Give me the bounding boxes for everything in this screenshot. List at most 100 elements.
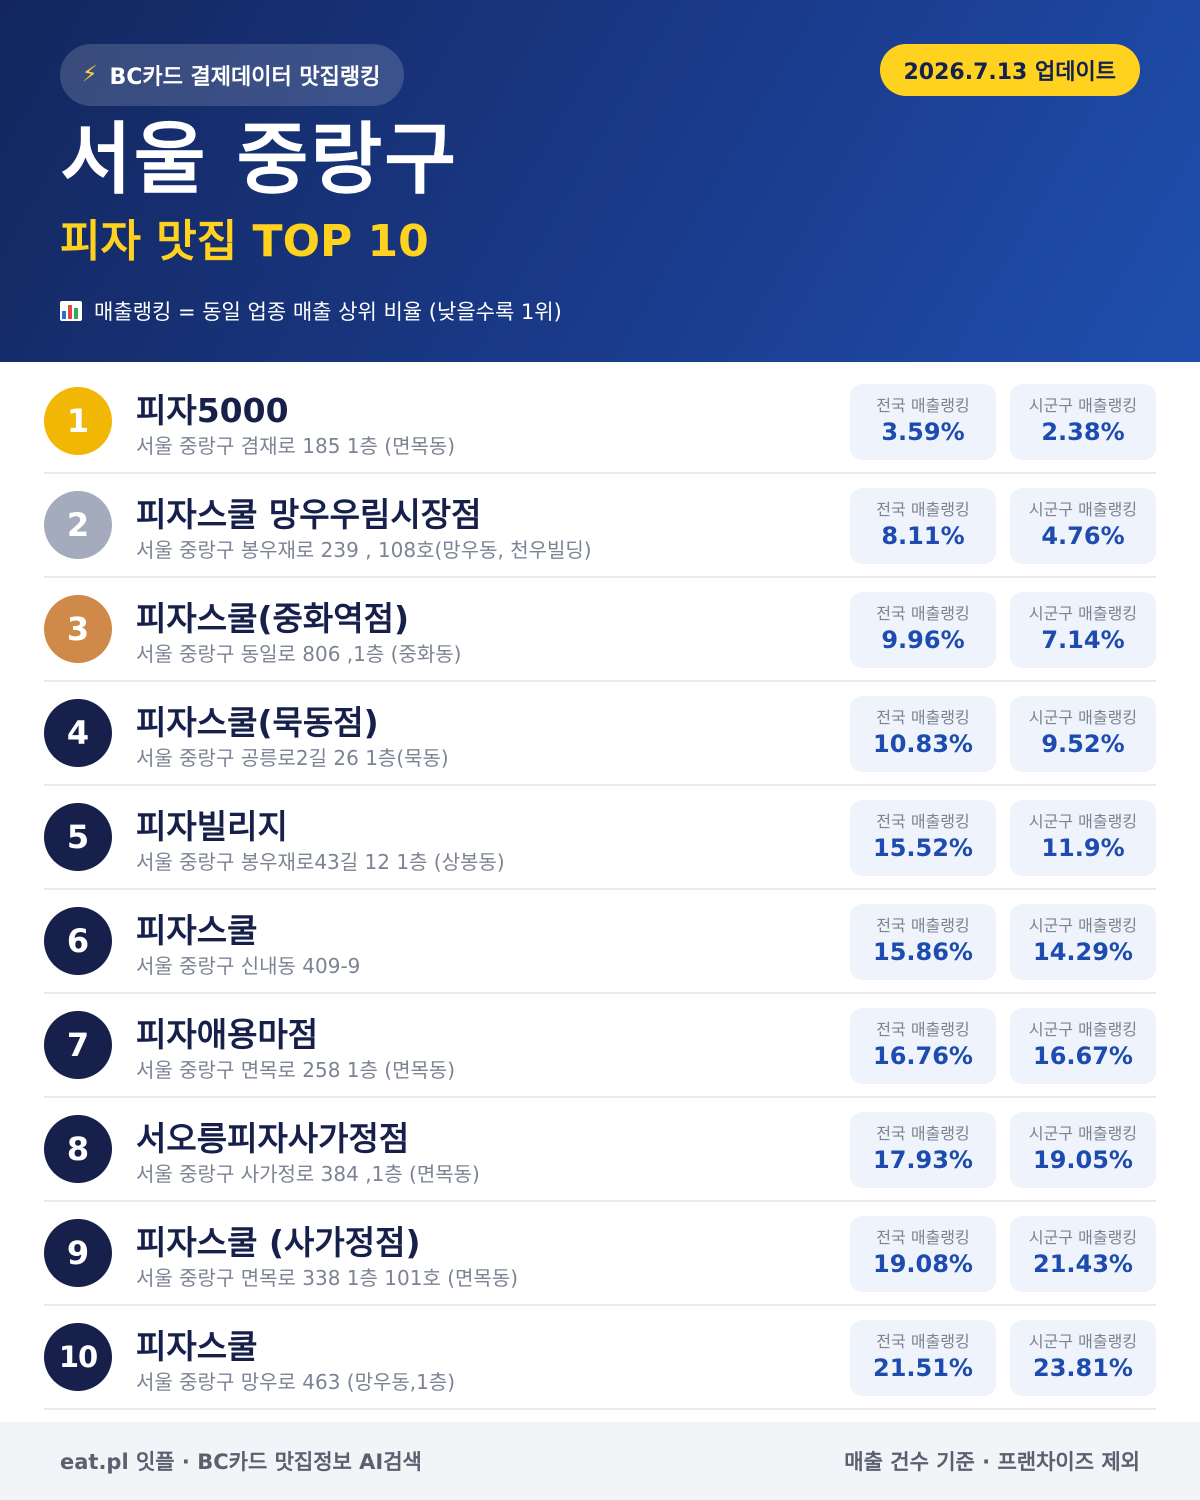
national-ranking-card: 전국 매출랭킹 21.51% (850, 1320, 996, 1396)
local-ranking-card: 시군구 매출랭킹 21.43% (1010, 1216, 1156, 1292)
rank-badge: 4 (44, 699, 112, 767)
local-ranking-label: 시군구 매출랭킹 (1028, 604, 1138, 623)
local-ranking-label: 시군구 매출랭킹 (1028, 916, 1138, 935)
restaurant-address: 서울 중랑구 겸재로 185 1층 (면목동) (136, 434, 456, 458)
national-ranking-card: 전국 매출랭킹 10.83% (850, 696, 996, 772)
national-ranking-value: 9.96% (881, 626, 965, 654)
rank-badge: 5 (44, 803, 112, 871)
rank-badge: 8 (44, 1115, 112, 1183)
national-ranking-label: 전국 매출랭킹 (876, 1228, 970, 1247)
source-badge: ⚡ BC카드 결제데이터 맛집랭킹 (60, 44, 405, 106)
national-ranking-card: 전국 매출랭킹 3.59% (850, 384, 996, 460)
national-ranking-card: 전국 매출랭킹 9.96% (850, 592, 996, 668)
restaurant-name: 피자스쿨 (136, 911, 258, 950)
local-ranking-card: 시군구 매출랭킹 16.67% (1010, 1008, 1156, 1084)
local-ranking-label: 시군구 매출랭킹 (1028, 500, 1138, 519)
local-ranking-value: 9.52% (1041, 730, 1125, 758)
national-ranking-label: 전국 매출랭킹 (876, 604, 970, 623)
restaurant-address: 서울 중랑구 신내동 409-9 (136, 954, 361, 978)
rank-badge: 1 (44, 387, 112, 455)
local-ranking-card: 시군구 매출랭킹 14.29% (1010, 904, 1156, 980)
local-ranking-label: 시군구 매출랭킹 (1028, 396, 1138, 415)
list-item[interactable]: 4 피자스쿨(묵동점) 서울 중랑구 공릉로2길 26 1층(묵동) 전국 매출랭킹 1… (44, 682, 1156, 786)
local-ranking-label: 시군구 매출랭킹 (1028, 1332, 1138, 1351)
source-badge-label: BC카드 결제데이터 맛집랭킹 (109, 65, 381, 90)
national-ranking-card: 전국 매출랭킹 15.52% (850, 800, 996, 876)
national-ranking-value: 21.51% (873, 1354, 973, 1382)
restaurant-name: 피자스쿨 (136, 1327, 258, 1366)
restaurant-address: 서울 중랑구 봉우재로 239 , 108호(망우동, 천우빌딩) (136, 538, 592, 562)
rank-badge: 10 (44, 1323, 112, 1391)
update-date-badge: 2026.7.13 업데이트 (879, 44, 1140, 96)
national-ranking-label: 전국 매출랭킹 (876, 500, 970, 519)
local-ranking-label: 시군구 매출랭킹 (1028, 708, 1138, 727)
national-ranking-value: 10.83% (873, 730, 973, 758)
local-ranking-value: 11.9% (1041, 834, 1125, 862)
local-ranking-label: 시군구 매출랭킹 (1028, 812, 1138, 831)
restaurant-name: 서오릉피자사가정점 (136, 1119, 410, 1158)
national-ranking-label: 전국 매출랭킹 (876, 812, 970, 831)
restaurant-name: 피자스쿨(중화역점) (136, 599, 410, 638)
list-item[interactable]: 9 피자스쿨 (사가정점) 서울 중랑구 면목로 338 1층 101호 (면목동)… (44, 1202, 1156, 1306)
ranking-note: 매출랭킹 = 동일 업종 매출 상위 비율 (낮을수록 1위) (60, 296, 562, 326)
local-ranking-card: 시군구 매출랭킹 2.38% (1010, 384, 1156, 460)
national-ranking-label: 전국 매출랭킹 (876, 396, 970, 415)
page-subtitle: 피자 맛집 TOP 10 (60, 216, 429, 267)
national-ranking-value: 17.93% (873, 1146, 973, 1174)
list-item[interactable]: 5 피자빌리지 서울 중랑구 봉우재로43길 12 1층 (상봉동) 전국 매출랭킹 1… (44, 786, 1156, 890)
national-ranking-value: 15.52% (873, 834, 973, 862)
local-ranking-value: 21.43% (1033, 1250, 1133, 1278)
local-ranking-card: 시군구 매출랭킹 19.05% (1010, 1112, 1156, 1188)
local-ranking-value: 23.81% (1033, 1354, 1133, 1382)
rank-badge: 6 (44, 907, 112, 975)
national-ranking-card: 전국 매출랭킹 15.86% (850, 904, 996, 980)
restaurant-name: 피자스쿨(묵동점) (136, 703, 379, 742)
national-ranking-label: 전국 매출랭킹 (876, 708, 970, 727)
national-ranking-value: 15.86% (873, 938, 973, 966)
local-ranking-value: 16.67% (1033, 1042, 1133, 1070)
list-item[interactable]: 2 피자스쿨 망우우림시장점 서울 중랑구 봉우재로 239 , 108호(망우동,… (44, 474, 1156, 578)
restaurant-name: 피자스쿨 망우우림시장점 (136, 495, 482, 534)
national-ranking-card: 전국 매출랭킹 19.08% (850, 1216, 996, 1292)
local-ranking-value: 19.05% (1033, 1146, 1133, 1174)
local-ranking-value: 7.14% (1041, 626, 1125, 654)
header-banner: ⚡ BC카드 결제데이터 맛집랭킹 2026.7.13 업데이트 서울 중랑구 … (0, 0, 1200, 362)
restaurant-address: 서울 중랑구 사가정로 384 ,1층 (면목동) (136, 1162, 480, 1186)
local-ranking-label: 시군구 매출랭킹 (1028, 1020, 1138, 1039)
footer-source: eat.pl 잇플 · BC카드 맛집정보 AI검색 (60, 1450, 422, 1474)
local-ranking-card: 시군구 매출랭킹 9.52% (1010, 696, 1156, 772)
restaurant-name: 피자애용마점 (136, 1015, 319, 1054)
national-ranking-label: 전국 매출랭킹 (876, 1020, 970, 1039)
national-ranking-value: 3.59% (881, 418, 965, 446)
footer-criteria: 매출 건수 기준 · 프랜차이즈 제외 (844, 1450, 1140, 1474)
local-ranking-value: 2.38% (1041, 418, 1125, 446)
local-ranking-card: 시군구 매출랭킹 7.14% (1010, 592, 1156, 668)
local-ranking-card: 시군구 매출랭킹 11.9% (1010, 800, 1156, 876)
list-item[interactable]: 3 피자스쿨(중화역점) 서울 중랑구 동일로 806 ,1층 (중화동) 전국 매출… (44, 578, 1156, 682)
ranking-note-text: 매출랭킹 = 동일 업종 매출 상위 비율 (낮을수록 1위) (94, 300, 562, 324)
restaurant-name: 피자5000 (136, 391, 289, 430)
local-ranking-label: 시군구 매출랭킹 (1028, 1228, 1138, 1247)
local-ranking-value: 14.29% (1033, 938, 1133, 966)
national-ranking-label: 전국 매출랭킹 (876, 1124, 970, 1143)
national-ranking-value: 16.76% (873, 1042, 973, 1070)
restaurant-address: 서울 중랑구 공릉로2길 26 1층(묵동) (136, 746, 449, 770)
list-item[interactable]: 7 피자애용마점 서울 중랑구 면목로 258 1층 (면목동) 전국 매출랭킹 16.… (44, 994, 1156, 1098)
national-ranking-card: 전국 매출랭킹 17.93% (850, 1112, 996, 1188)
list-item[interactable]: 6 피자스쿨 서울 중랑구 신내동 409-9 전국 매출랭킹 15.86% 시군구 매출… (44, 890, 1156, 994)
list-item[interactable]: 1 피자5000 서울 중랑구 겸재로 185 1층 (면목동) 전국 매출랭킹 3.5… (44, 370, 1156, 474)
restaurant-address: 서울 중랑구 봉우재로43길 12 1층 (상봉동) (136, 850, 505, 874)
restaurant-list: 1 피자5000 서울 중랑구 겸재로 185 1층 (면목동) 전국 매출랭킹 3.5… (44, 370, 1156, 1410)
national-ranking-card: 전국 매출랭킹 8.11% (850, 488, 996, 564)
restaurant-address: 서울 중랑구 면목로 338 1층 101호 (면목동) (136, 1266, 519, 1290)
restaurant-address: 서울 중랑구 동일로 806 ,1층 (중화동) (136, 642, 462, 666)
national-ranking-value: 8.11% (881, 522, 965, 550)
restaurant-name: 피자스쿨 (사가정점) (136, 1223, 421, 1262)
restaurant-address: 서울 중랑구 망우로 463 (망우동,1층) (136, 1370, 456, 1394)
rank-badge: 3 (44, 595, 112, 663)
local-ranking-label: 시군구 매출랭킹 (1028, 1124, 1138, 1143)
national-ranking-value: 19.08% (873, 1250, 973, 1278)
footer: eat.pl 잇플 · BC카드 맛집정보 AI검색 매출 건수 기준 · 프랜… (0, 1422, 1200, 1500)
